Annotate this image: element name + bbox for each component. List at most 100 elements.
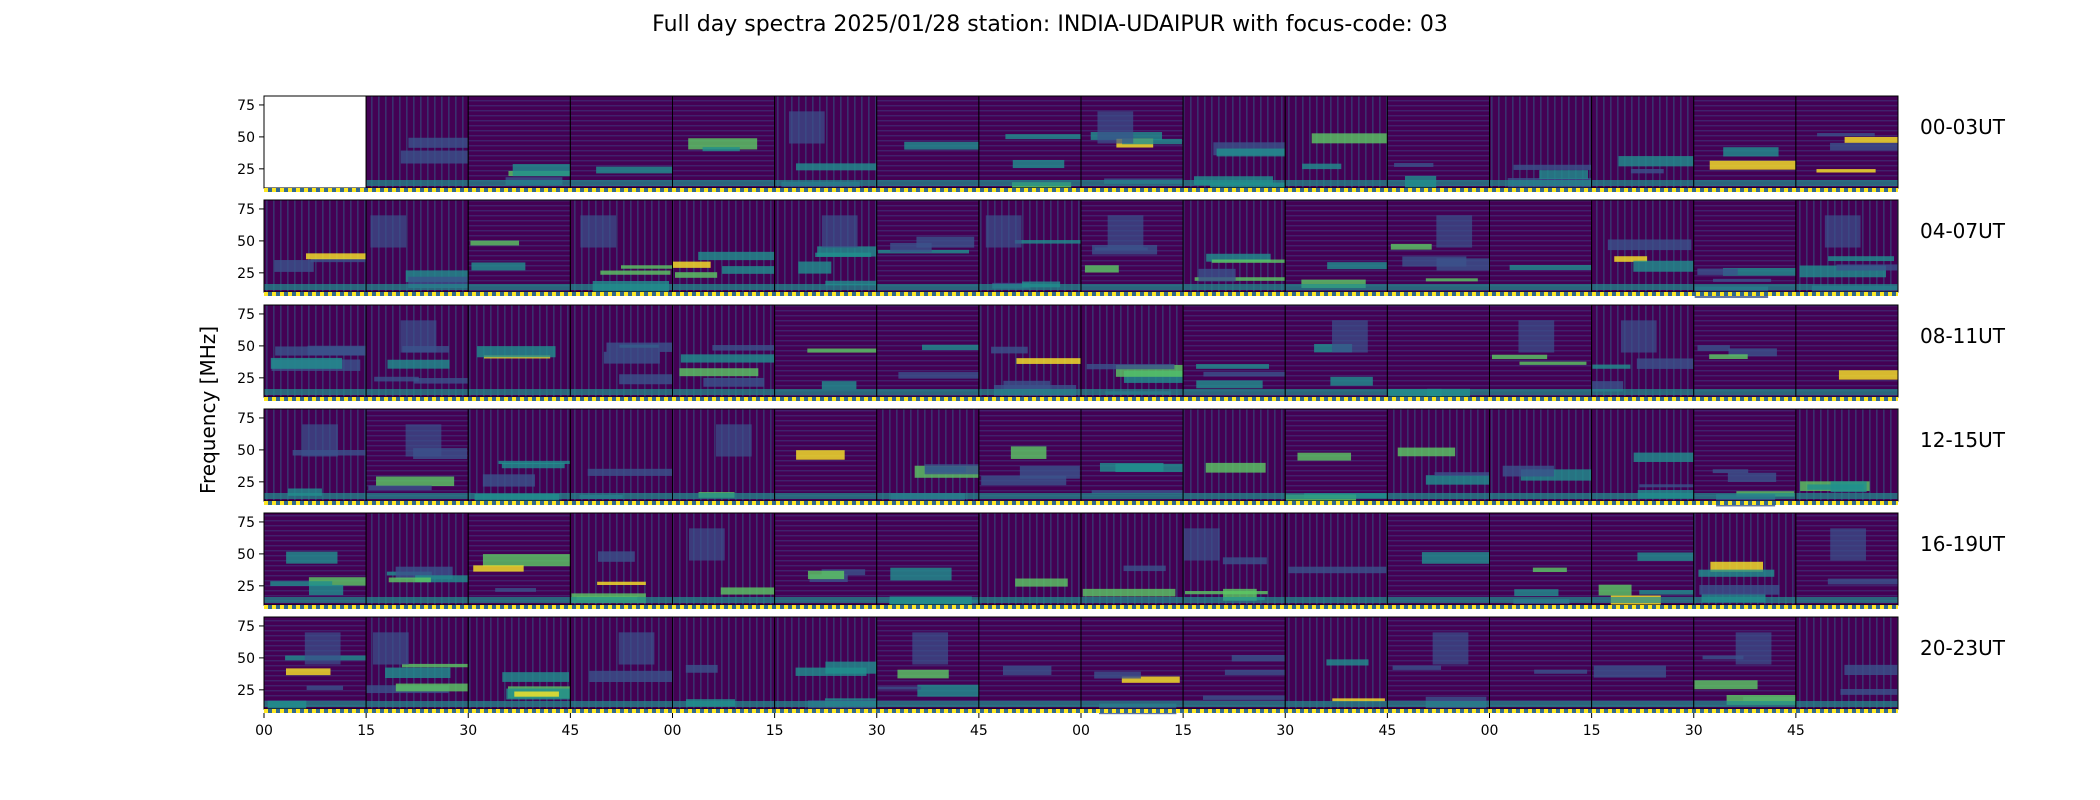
spectrum-panel <box>1693 95 1797 189</box>
spectrum-panel <box>876 199 980 293</box>
spectrum-panel <box>1795 408 1899 502</box>
x-tick-label: 30 <box>459 723 477 739</box>
spectrum-panel <box>1693 512 1797 606</box>
spectrum-panel <box>263 408 367 502</box>
spectrum-panel <box>1284 304 1388 398</box>
spectrum-panel <box>1284 95 1388 189</box>
spectrum-panel <box>467 408 571 505</box>
row-label: 04-07UT <box>1920 219 2006 243</box>
spectrum-panel <box>263 616 367 713</box>
spectrum-panel <box>1080 616 1184 715</box>
x-tick-label: 45 <box>1378 723 1396 739</box>
spectrum-panel <box>1080 408 1184 502</box>
spectrum-panel <box>1386 95 1490 189</box>
y-tick-label: 75 <box>237 202 255 218</box>
spectrum-panel <box>978 512 1082 606</box>
spectrum-panel <box>1386 304 1490 401</box>
spectrum-panel <box>1284 512 1388 606</box>
y-tick-label: 50 <box>237 651 255 667</box>
spectrum-panel <box>569 199 673 293</box>
spectrum-panel <box>1080 304 1184 398</box>
x-tick-label: 15 <box>357 723 375 739</box>
spectrum-panel <box>1489 95 1593 190</box>
spectrum-panel <box>672 616 776 710</box>
spectrum-panel <box>876 304 980 398</box>
spectrum-panel <box>978 408 1082 502</box>
spectrum-panel <box>467 95 571 189</box>
spectrum-panel <box>876 512 980 609</box>
spectrum-panel <box>569 304 673 398</box>
spectrum-panel <box>876 616 980 710</box>
spectrum-panel <box>1591 512 1695 609</box>
spectrum-panel <box>774 512 878 606</box>
row-label: 20-23UT <box>1920 636 2006 660</box>
spectrum-panel <box>1693 616 1797 710</box>
row-label: 08-11UT <box>1920 324 2006 348</box>
x-tick-label: 30 <box>1276 723 1294 739</box>
y-tick-label: 75 <box>237 515 255 531</box>
spectrum-panel <box>1693 199 1797 299</box>
spectrum-panel <box>1489 512 1593 606</box>
spectrum-panel <box>1080 512 1184 606</box>
spectrum-panel <box>1591 95 1695 189</box>
spectrum-panel <box>672 199 776 293</box>
spectrum-panel <box>1693 304 1797 398</box>
x-tick-label: 15 <box>766 723 784 739</box>
spectrum-panel <box>1489 616 1593 710</box>
row-baseline <box>264 501 1898 505</box>
spectrum-panel <box>1182 616 1286 710</box>
spectrum-panel <box>1795 512 1899 606</box>
spectrum-panel <box>1182 304 1286 398</box>
spectrum-panel <box>1080 95 1184 189</box>
spectrum-panel <box>978 199 1082 293</box>
spectrum-panel <box>978 616 1082 710</box>
spectrum-panel <box>1591 616 1695 710</box>
y-tick-label: 25 <box>237 371 255 387</box>
spectrum-panel <box>774 616 878 711</box>
spectrum-panel <box>1284 199 1388 293</box>
spectrum-panel <box>1080 199 1184 293</box>
spectrum-panel <box>1489 304 1593 398</box>
spectrum-panel <box>1182 408 1286 502</box>
row-baseline <box>264 709 1898 713</box>
spectrum-panel <box>263 95 367 189</box>
spectrum-panel <box>1182 199 1286 293</box>
x-tick-label: 00 <box>664 723 682 739</box>
spectrum-panel <box>365 199 469 293</box>
spectrum-panel <box>467 512 571 606</box>
spectrum-panel <box>978 304 1082 398</box>
spectrum-panel <box>1182 512 1286 606</box>
spectrum-panel <box>1795 616 1899 710</box>
spectrum-panel <box>1386 199 1490 293</box>
y-tick-label: 25 <box>237 579 255 595</box>
spectrum-panel <box>365 95 469 189</box>
spectrum-panel <box>1284 616 1388 710</box>
y-tick-label: 50 <box>237 547 255 563</box>
row-baseline <box>264 188 1898 192</box>
x-tick-label: 45 <box>970 723 988 739</box>
x-tick-label: 30 <box>868 723 886 739</box>
y-tick-label: 75 <box>237 411 255 427</box>
row-label: 00-03UT <box>1920 115 2006 139</box>
spectrum-panel <box>1284 408 1388 504</box>
spectrum-panel <box>1795 304 1899 398</box>
y-tick-label: 25 <box>237 475 255 491</box>
x-tick-label: 30 <box>1685 723 1703 739</box>
spectrum-panel <box>876 95 980 189</box>
spectrum-panel <box>1182 95 1286 189</box>
row-baseline <box>264 605 1898 609</box>
x-tick-label: 45 <box>561 723 579 739</box>
spectrum-panel <box>1591 304 1695 398</box>
x-tick-label: 15 <box>1583 723 1601 739</box>
y-tick-label: 25 <box>237 683 255 699</box>
spectrum-panel <box>569 512 673 606</box>
y-tick-label: 75 <box>237 619 255 635</box>
spectrum-panel <box>263 199 367 293</box>
spectrum-panel <box>774 199 878 293</box>
spectrum-panel <box>467 616 571 710</box>
y-tick-label: 50 <box>237 234 255 250</box>
row-baseline <box>264 397 1898 401</box>
spectrum-panel <box>672 95 776 189</box>
spectrum-panel <box>774 95 878 189</box>
